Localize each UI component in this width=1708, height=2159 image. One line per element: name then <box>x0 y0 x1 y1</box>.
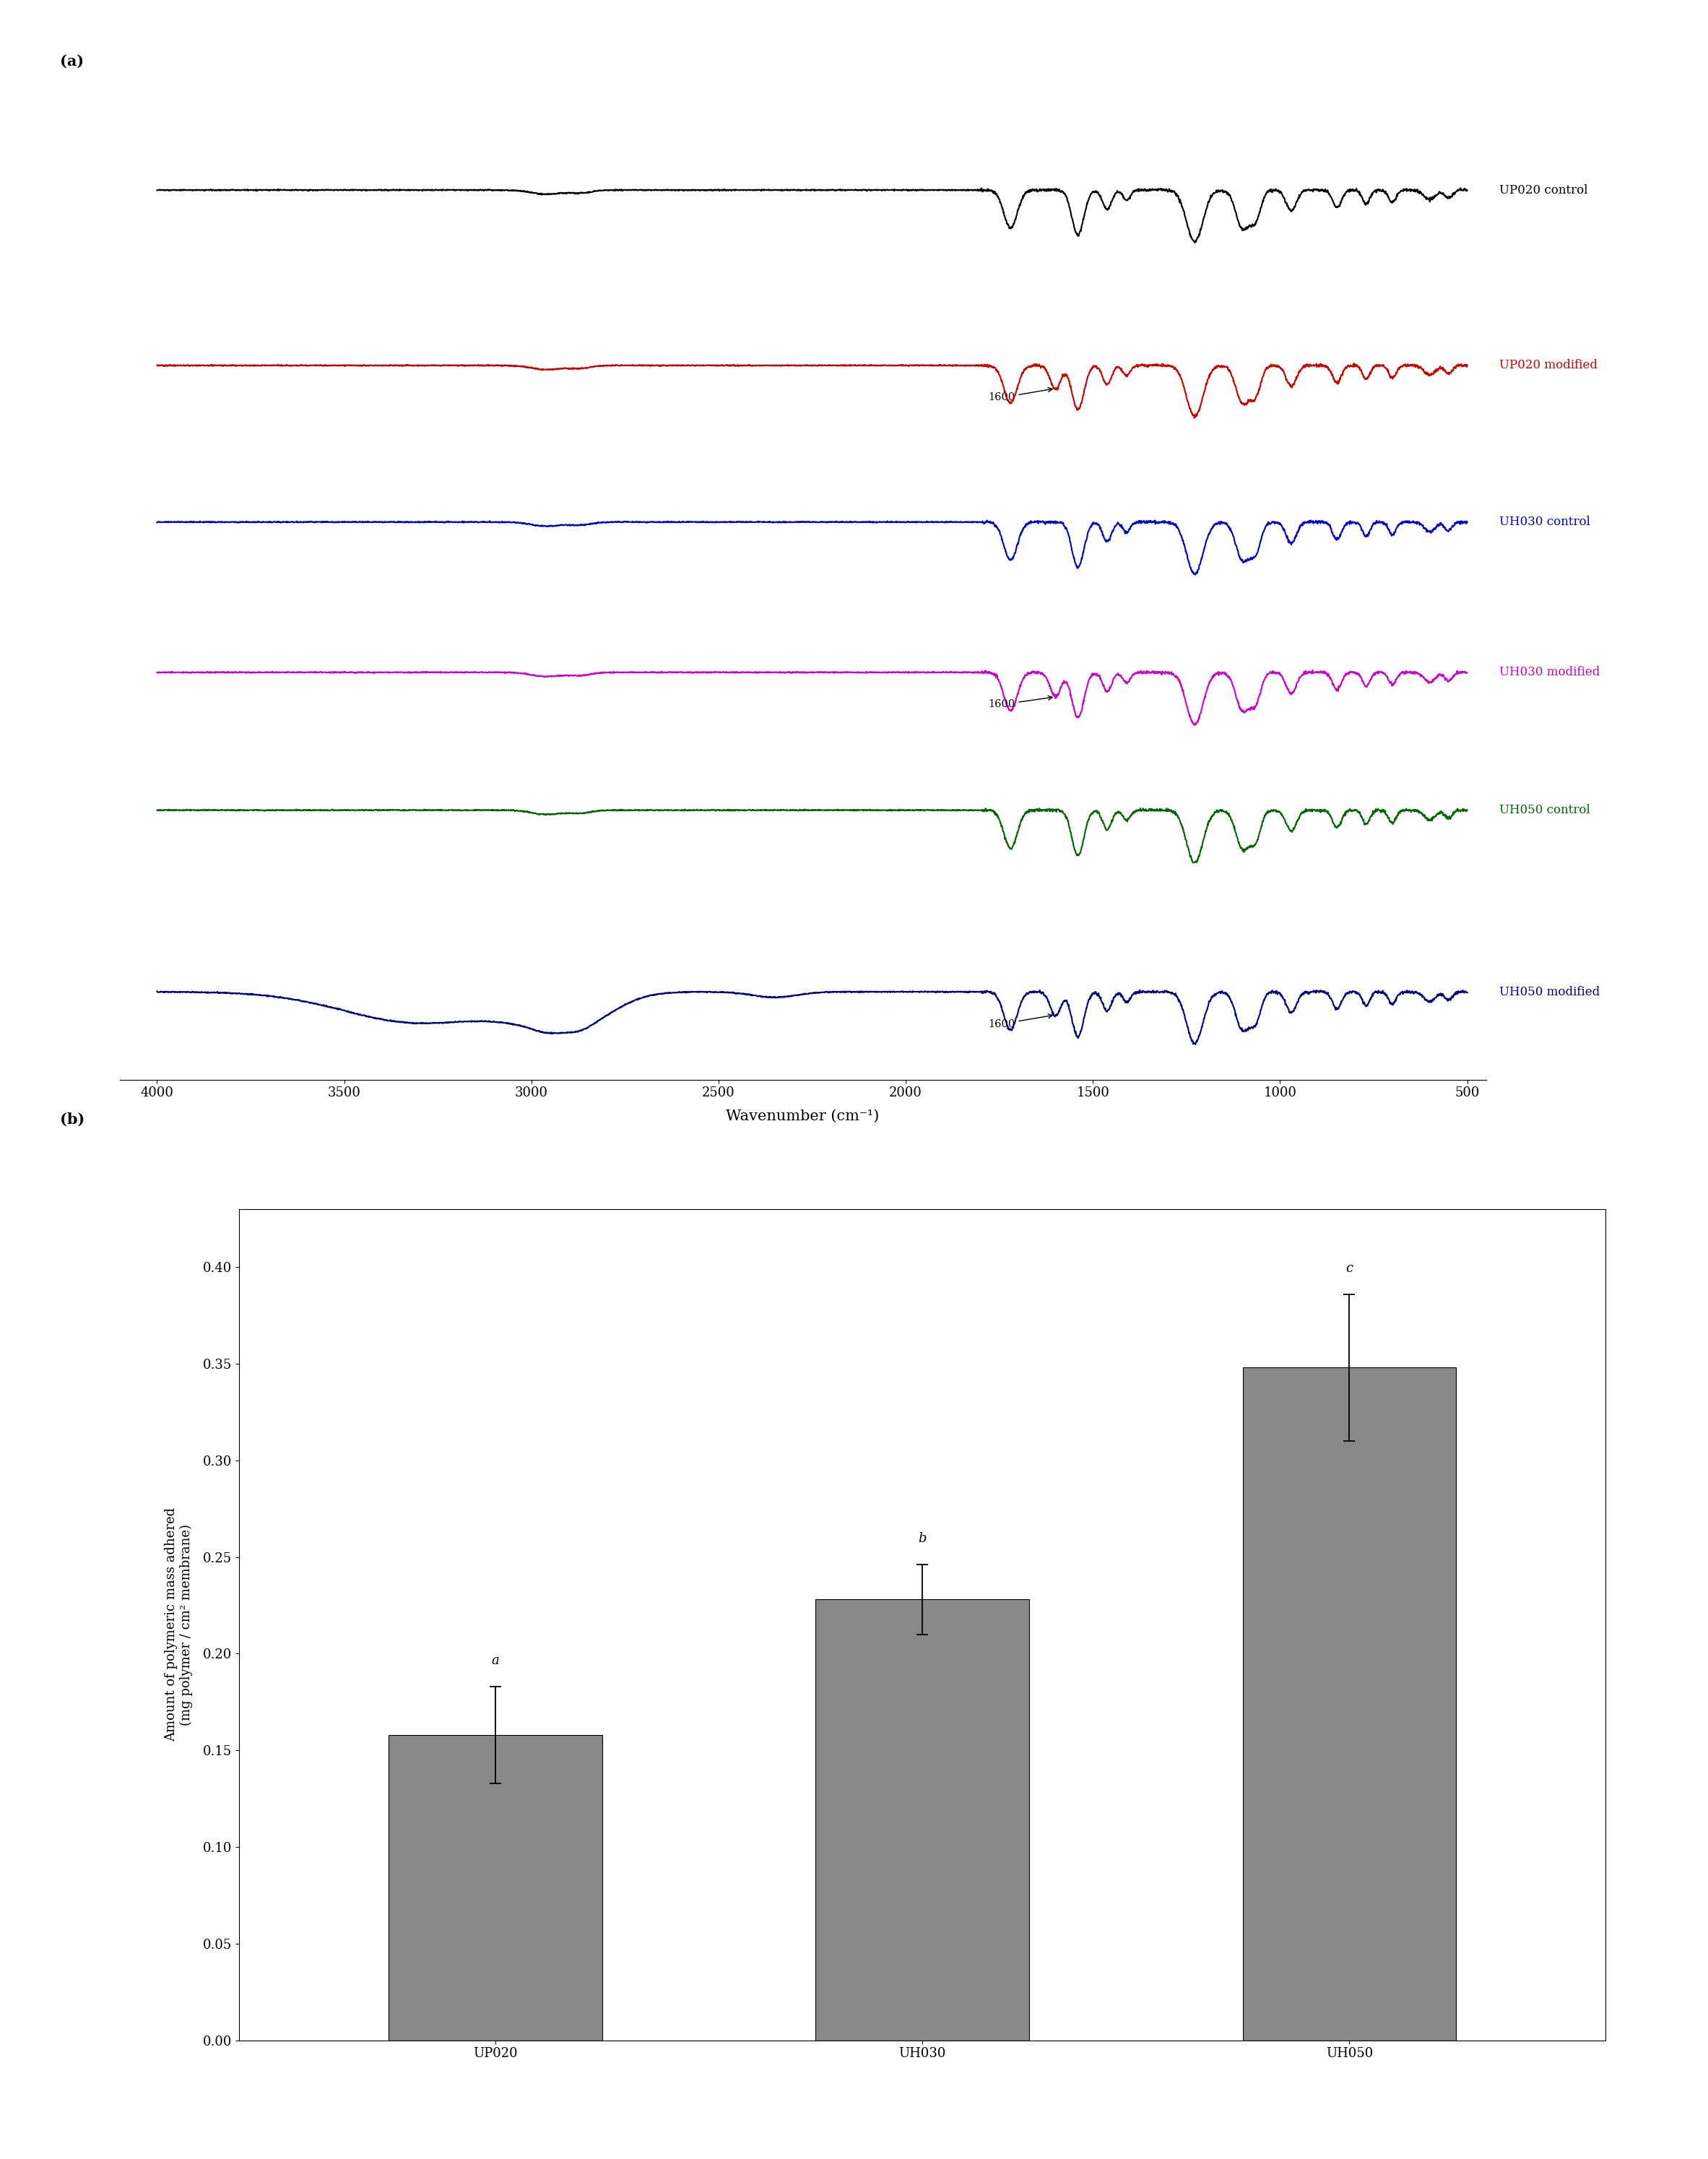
Text: UP020 control: UP020 control <box>1500 184 1588 196</box>
Text: (b): (b) <box>60 1112 84 1127</box>
Bar <box>1243 1367 1457 2040</box>
Text: (a): (a) <box>60 54 84 69</box>
Y-axis label: Amount of polymeric mass adhered
(mg polymer / cm² membrane): Amount of polymeric mass adhered (mg pol… <box>164 1507 193 1742</box>
X-axis label: Wavenumber (cm⁻¹): Wavenumber (cm⁻¹) <box>726 1110 880 1123</box>
Text: a: a <box>492 1654 499 1667</box>
Text: UH050 modified: UH050 modified <box>1500 987 1600 997</box>
Text: UH030 control: UH030 control <box>1500 516 1590 529</box>
Text: 1600: 1600 <box>987 389 1052 404</box>
Text: b: b <box>919 1533 926 1546</box>
Text: UH030 modified: UH030 modified <box>1500 667 1600 678</box>
Bar <box>816 1600 1030 2040</box>
Text: c: c <box>1346 1261 1353 1274</box>
Text: UP020 modified: UP020 modified <box>1500 358 1599 371</box>
Text: UH050 control: UH050 control <box>1500 803 1590 816</box>
Text: 1600: 1600 <box>987 1015 1052 1030</box>
Text: 1600: 1600 <box>987 695 1052 710</box>
Bar <box>389 1736 603 2040</box>
